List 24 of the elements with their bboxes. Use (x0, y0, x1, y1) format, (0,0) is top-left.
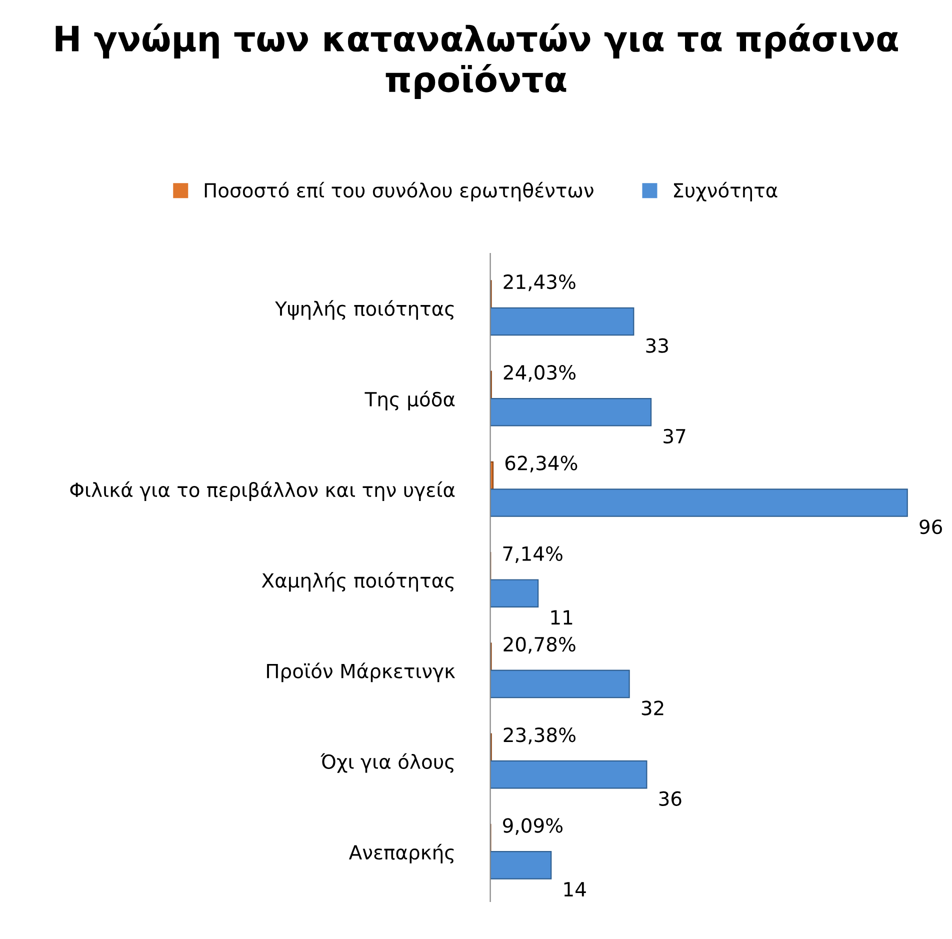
data-label: 36 (659, 791, 682, 806)
data-label: 7,14% (503, 546, 562, 563)
y-tick-label: Ανεπαρκής (348, 844, 454, 864)
chart-title: Η γνώμη των καταναλωτών για τα πράσινα προϊόντα (56, 23, 898, 100)
legend-label: Συχνότητα (674, 182, 778, 202)
data-label: 62,34% (505, 456, 578, 472)
data-label: 11 (551, 610, 572, 624)
data-label: 37 (664, 428, 686, 444)
data-label: 23,38% (504, 728, 576, 744)
data-label: 33 (646, 338, 668, 353)
data-label: 14 (564, 882, 586, 896)
data-label: 9,09% (503, 818, 562, 835)
y-tick-label: Προϊόν Μάρκετινγκ (267, 662, 456, 682)
y-tick-label: Φιλικά για το περιβάλλον και την υγεία (70, 481, 455, 501)
data-label: 32 (642, 700, 664, 716)
y-tick-label: Υψηλής ποιότητας (275, 300, 454, 320)
data-label: 21,43% (504, 274, 576, 292)
legend-label: Ποσοστό επί του συνόλου ερωτηθέντων (204, 182, 594, 202)
y-tick-label: Χαμηλής ποιότητας (262, 572, 454, 592)
y-tick-label: Της μόδα (364, 390, 455, 410)
data-label: 20,78% (504, 636, 576, 654)
data-label: 96 (920, 519, 942, 534)
data-label: 24,03% (504, 365, 576, 382)
y-tick-label: Όχι για όλους (320, 753, 454, 773)
